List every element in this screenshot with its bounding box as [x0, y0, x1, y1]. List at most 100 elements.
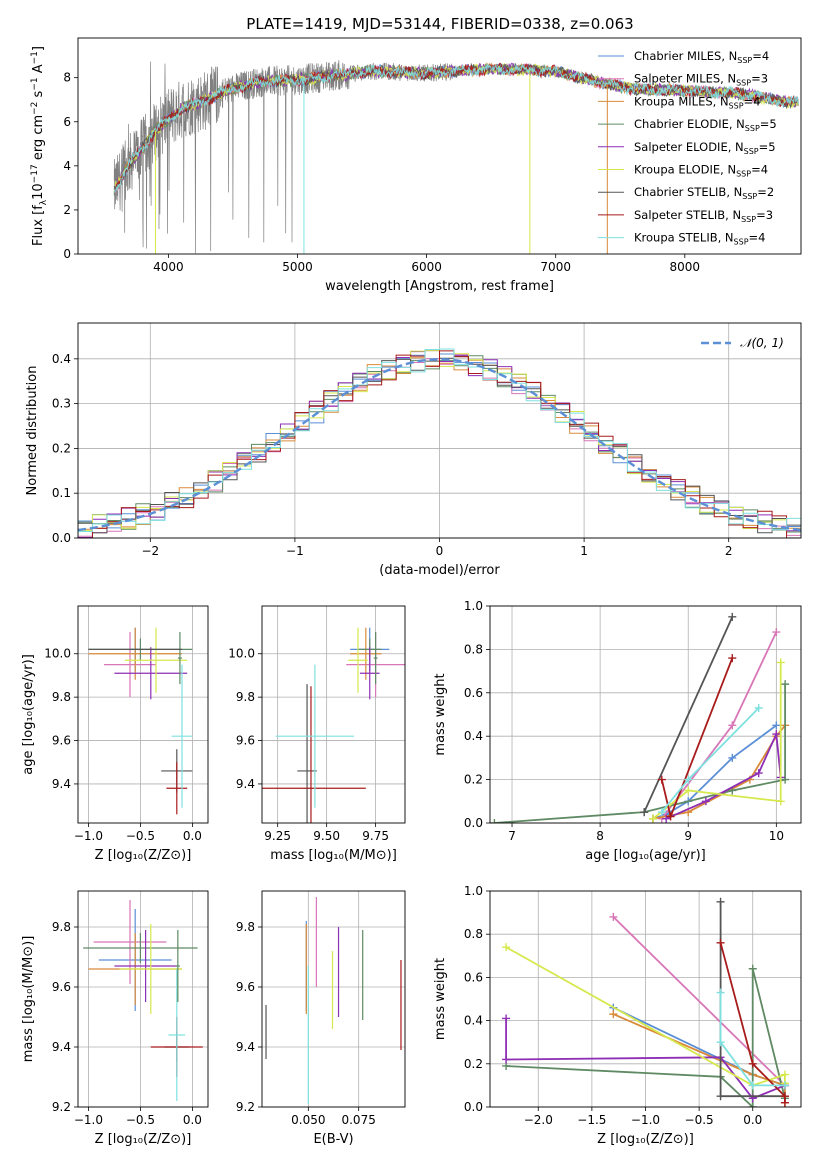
legend-label: Salpeter ELODIE, NSSP=5	[634, 140, 776, 156]
y-axis-label-part: −1	[30, 77, 40, 90]
y-tick-label: 0.2	[464, 1057, 483, 1071]
weight-marker	[748, 1103, 757, 1107]
residuals-plot-area	[78, 348, 801, 538]
axes-frame	[77, 605, 209, 824]
legend-label: Salpeter MILES, NSSP=3	[634, 72, 768, 88]
y-axis-label: mass [log₁₀(M/M⊙)]	[21, 936, 36, 1063]
y-tick-label: 9.8	[52, 920, 71, 934]
y-tick-label: 0.6	[464, 970, 483, 984]
figure-title: PLATE=1419, MJD=53144, FIBERID=0338, z=0…	[246, 15, 633, 33]
weight_age-axes: 7 8 9 10 0.0 0.2 0.4 0.6 0.8 1.0 age [log₁₀(age/yr…	[433, 599, 802, 863]
age_mass-axes: 9.25 9.50 9.75 9.4 9.6 9.8 10.0 mass [log₁₀(M/M…	[228, 605, 406, 863]
x-tick-label: 9.75	[362, 829, 389, 843]
legend-series-name: Chabrier ELODIE, N	[634, 117, 745, 131]
x-tick-label: −1.0	[631, 1113, 660, 1127]
mass_EBV-axes: 0.050 0.075 9.2 9.4 9.6 9.8 E(B-V)	[236, 890, 406, 1147]
legend-nssp: =5	[760, 117, 777, 131]
weight-line-salpeter-elodie	[665, 730, 782, 820]
weight-marker	[754, 769, 763, 778]
weight-marker	[748, 1059, 757, 1068]
legend-nssp: =4	[749, 231, 766, 245]
x-tick-label: 9.50	[313, 829, 340, 843]
y-axis-label-part: erg cm	[31, 115, 46, 164]
x-tick-label: 6000	[411, 260, 442, 274]
weight-marker	[662, 814, 671, 823]
y-tick-label: 4	[63, 159, 71, 173]
legend-subscript: SSP	[734, 238, 749, 247]
legend-nssp: =3	[756, 208, 773, 222]
residuals-axes: −2 −1 0 1 2 0.0 0.1 0.2 0.3 0.4 (data-model)/error…	[25, 322, 802, 578]
legend-series-name: Kroupa ELODIE, N	[634, 163, 736, 177]
x-tick-label: 0.0	[743, 1113, 762, 1127]
y-tick-label: 9.8	[52, 690, 71, 704]
axes-frame	[77, 322, 802, 539]
y-tick-label: 9.8	[236, 690, 255, 704]
y-axis-label: mass weight	[433, 673, 448, 755]
x-tick-label: 9	[684, 829, 692, 843]
weight-marker	[776, 658, 785, 667]
legend-subscript: SSP	[736, 170, 751, 179]
y-axis-label-part: 10	[31, 183, 46, 200]
weight-marker	[490, 819, 499, 823]
y-tick-label: 6	[63, 115, 71, 129]
x-tick-label: −0.5	[126, 1113, 155, 1127]
weight-marker	[728, 612, 737, 621]
y-tick-label: 0.0	[464, 816, 483, 830]
weight-marker	[781, 680, 790, 689]
weight_Z-axes: −2.0 −1.5 −1.0 −0.5 0.0 0.0 0.2 0.4 0.6 0.8 1.0 Z […	[433, 884, 802, 1147]
weight-marker	[657, 775, 666, 784]
legend-label: Chabrier ELODIE, NSSP=5	[634, 117, 777, 133]
weight-marker	[781, 775, 790, 784]
legend-label: 𝒩(0, 1)	[740, 336, 784, 350]
x-tick-label: −2.0	[524, 1113, 553, 1127]
x-tick-label: −1	[286, 544, 304, 558]
x-tick-label: 9.25	[264, 829, 291, 843]
y-axis-label-part: ]	[31, 46, 46, 51]
axes-frame	[489, 605, 802, 824]
y-tick-label: 0.6	[464, 686, 483, 700]
legend-label: Chabrier STELIB, NSSP=2	[634, 185, 774, 201]
axes-frame	[261, 605, 406, 824]
y-tick-label: 2	[63, 203, 71, 217]
weight-marker	[609, 1010, 618, 1019]
y-tick-label: 0.3	[52, 397, 71, 411]
spectrum-model-salpeter-stelib	[113, 62, 799, 193]
x-axis-label: Z [log₁₀(Z/Z⊙)]	[95, 1132, 192, 1147]
x-tick-label: 5000	[282, 260, 313, 274]
y-tick-label: 9.4	[236, 777, 255, 791]
x-tick-label: 0	[436, 544, 444, 558]
weight_Z-plot-area	[502, 897, 789, 1107]
x-tick-label: −0.5	[685, 1113, 714, 1127]
y-tick-label: 9.8	[236, 920, 255, 934]
x-axis-label: (data-model)/error	[379, 563, 500, 578]
y-axis-label: mass weight	[433, 958, 448, 1040]
weight_age-plot-area	[490, 612, 790, 823]
y-tick-label: 0.0	[52, 531, 71, 545]
weight-marker	[772, 721, 781, 730]
y-axis-label: age [log₁₀(age/yr)]	[21, 654, 36, 775]
x-tick-label: 8000	[670, 260, 701, 274]
x-tick-label: 0.0	[183, 829, 202, 843]
x-axis-label: wavelength [Angstrom, rest frame]	[325, 279, 554, 294]
weight-marker	[502, 1014, 511, 1023]
legend-label: Kroupa ELODIE, NSSP=4	[634, 163, 768, 179]
weight-marker	[772, 628, 781, 637]
y-tick-label: 10.0	[228, 647, 255, 661]
legend-series-name: Salpeter MILES, N	[634, 72, 736, 86]
x-axis-label: mass [log₁₀(M/M⊙)]	[270, 848, 397, 863]
legend-label: Chabrier MILES, NSSP=4	[634, 49, 769, 65]
y-axis-label-part: −1	[30, 51, 40, 64]
y-tick-label: 9.4	[52, 777, 71, 791]
plot-layer: 4000 5000 6000 7000 8000 0 2 4 6 8 wavelength [Ang…	[21, 37, 802, 1147]
y-tick-label: 0.8	[464, 927, 483, 941]
x-tick-label: 4000	[153, 260, 184, 274]
weight-line-salpeter-miles	[612, 916, 786, 1087]
legend-subscript: SSP	[737, 56, 752, 65]
y-tick-label: 0.0	[464, 1100, 483, 1114]
spectrum-model-kroupa-stelib	[113, 63, 799, 194]
y-tick-label: 9.6	[236, 734, 255, 748]
y-tick-label: 1.0	[464, 599, 483, 613]
x-axis-label: Z [log₁₀(Z/Z⊙)]	[95, 848, 192, 863]
